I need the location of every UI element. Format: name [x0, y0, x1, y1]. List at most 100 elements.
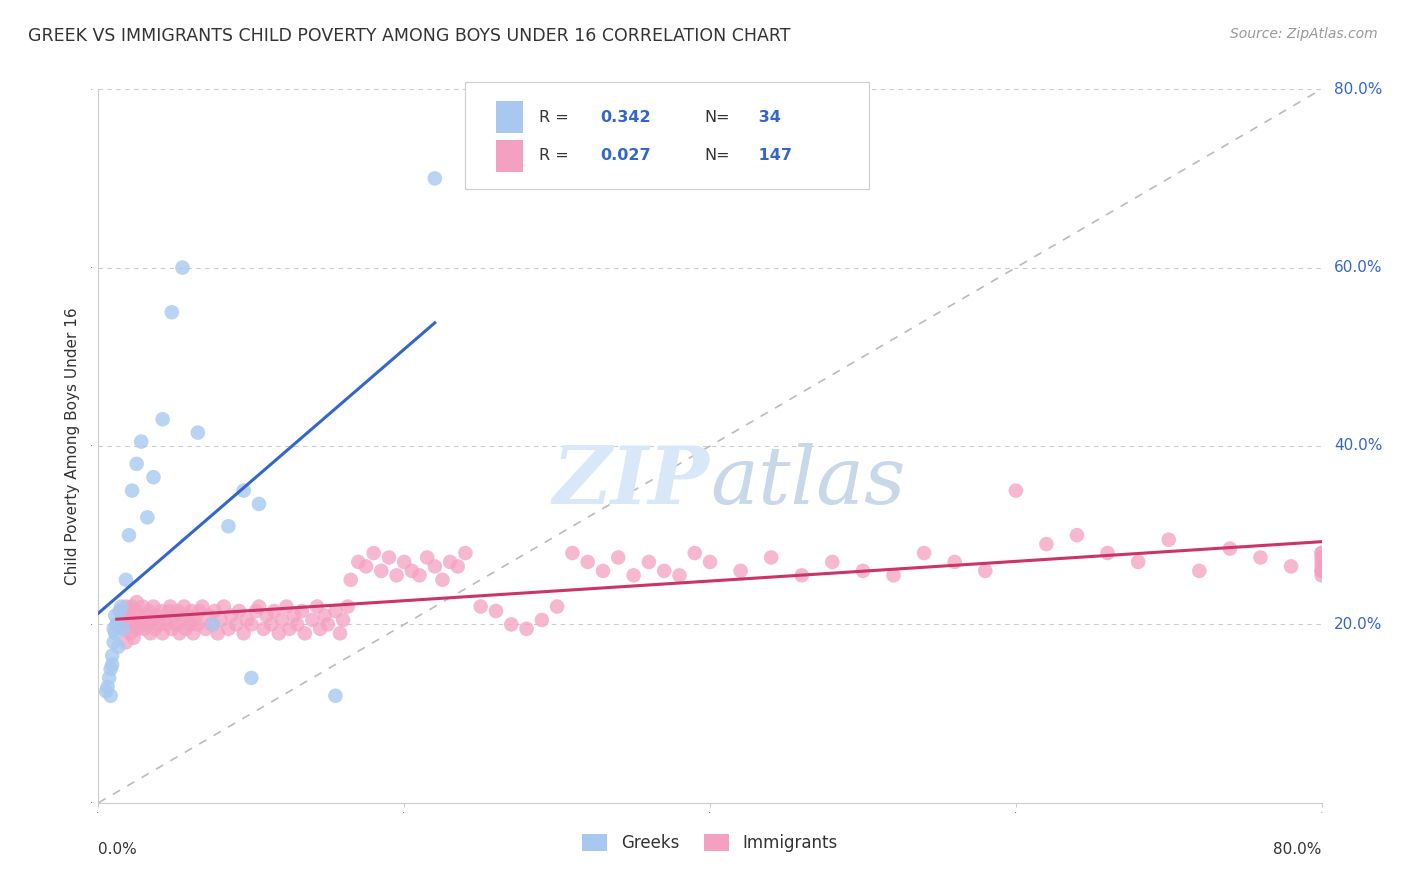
- Point: [145, 608, 167, 623]
- Point: [401, 564, 423, 578]
- Point: [118, 528, 141, 542]
- Point: [160, 622, 183, 636]
- Point: [132, 599, 155, 614]
- Text: 80.0%: 80.0%: [1274, 842, 1322, 857]
- Point: [176, 608, 198, 623]
- Point: [167, 604, 190, 618]
- Point: [883, 568, 905, 582]
- Point: [247, 497, 270, 511]
- Point: [270, 613, 292, 627]
- Point: [127, 622, 149, 636]
- Point: [125, 457, 148, 471]
- Point: [115, 635, 138, 649]
- Point: [278, 622, 301, 636]
- Point: [501, 617, 523, 632]
- Point: [354, 559, 377, 574]
- Point: [470, 599, 492, 614]
- Point: [197, 608, 219, 623]
- Point: [187, 425, 209, 440]
- Point: [202, 617, 225, 632]
- Point: [485, 604, 508, 618]
- Point: [247, 599, 270, 614]
- Text: R =: R =: [538, 148, 574, 163]
- Point: [105, 617, 128, 632]
- Point: [228, 604, 250, 618]
- Point: [142, 470, 165, 484]
- Point: [159, 599, 181, 614]
- Point: [790, 568, 813, 582]
- Point: [94, 684, 117, 698]
- Point: [576, 555, 599, 569]
- Point: [339, 573, 361, 587]
- Point: [240, 671, 263, 685]
- Text: atlas: atlas: [710, 443, 905, 520]
- Point: [447, 559, 470, 574]
- Text: N=: N=: [704, 110, 730, 125]
- Point: [516, 622, 538, 636]
- Point: [98, 671, 121, 685]
- Point: [107, 640, 129, 654]
- Point: [141, 613, 163, 627]
- Point: [153, 613, 176, 627]
- Point: [135, 608, 157, 623]
- FancyBboxPatch shape: [496, 140, 523, 172]
- Point: [209, 613, 232, 627]
- Point: [974, 564, 997, 578]
- Text: 20.0%: 20.0%: [1334, 617, 1382, 632]
- Point: [180, 604, 202, 618]
- Point: [267, 626, 290, 640]
- Text: ZIP: ZIP: [553, 443, 710, 520]
- Point: [699, 555, 721, 569]
- Point: [149, 617, 172, 632]
- Point: [122, 631, 145, 645]
- Text: 0.0%: 0.0%: [98, 842, 138, 857]
- Point: [637, 555, 661, 569]
- Point: [1310, 546, 1333, 560]
- Point: [139, 626, 162, 640]
- Point: [325, 604, 347, 618]
- Point: [416, 550, 439, 565]
- Point: [157, 604, 180, 618]
- Point: [316, 617, 339, 632]
- Point: [104, 626, 127, 640]
- Point: [173, 599, 195, 614]
- Point: [1310, 564, 1333, 578]
- Point: [225, 617, 247, 632]
- Point: [121, 613, 143, 627]
- Point: [232, 626, 254, 640]
- Point: [110, 599, 132, 614]
- Point: [439, 555, 461, 569]
- Point: [217, 519, 239, 533]
- Point: [191, 599, 214, 614]
- Point: [169, 626, 191, 640]
- Point: [150, 604, 173, 618]
- Point: [1310, 568, 1333, 582]
- Point: [307, 599, 329, 614]
- Point: [163, 608, 186, 623]
- Point: [240, 617, 263, 632]
- Point: [143, 622, 166, 636]
- Point: [408, 568, 430, 582]
- Point: [152, 412, 174, 426]
- Point: [546, 599, 568, 614]
- Point: [165, 617, 187, 632]
- Text: 60.0%: 60.0%: [1334, 260, 1382, 275]
- Point: [530, 613, 553, 627]
- Point: [115, 599, 138, 614]
- Point: [347, 555, 370, 569]
- Point: [683, 546, 706, 560]
- Point: [759, 550, 782, 565]
- Point: [118, 604, 141, 618]
- Text: Source: ZipAtlas.com: Source: ZipAtlas.com: [1230, 27, 1378, 41]
- Point: [179, 617, 201, 632]
- Point: [111, 622, 134, 636]
- Point: [370, 564, 392, 578]
- Legend: Greeks, Immigrants: Greeks, Immigrants: [575, 827, 845, 859]
- Point: [187, 617, 209, 632]
- Point: [283, 608, 305, 623]
- Text: 0.342: 0.342: [600, 110, 651, 125]
- Point: [1219, 541, 1241, 556]
- Point: [245, 604, 267, 618]
- Point: [172, 260, 194, 275]
- Point: [1249, 550, 1271, 565]
